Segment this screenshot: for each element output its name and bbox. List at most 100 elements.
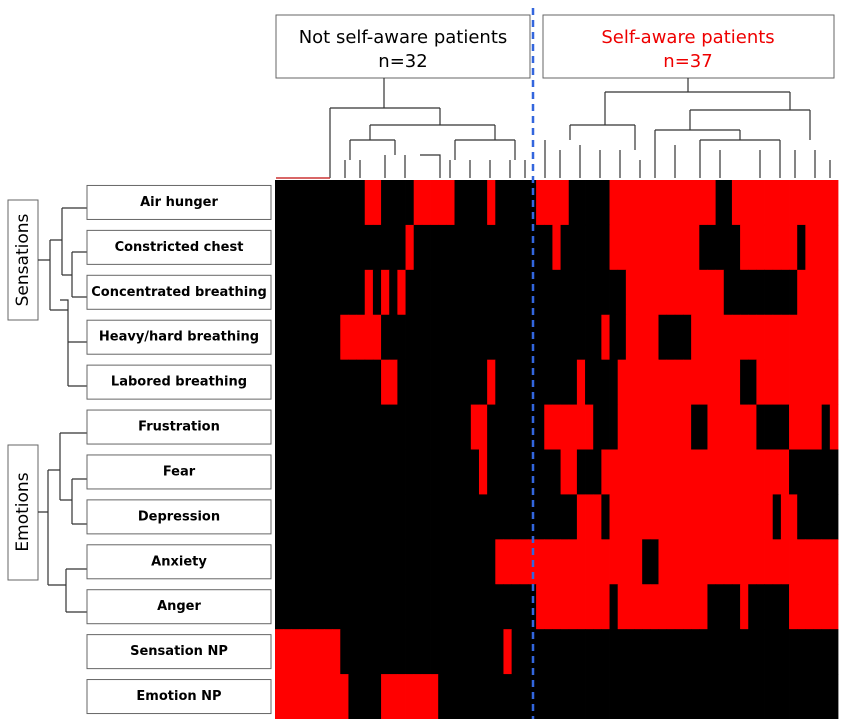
cell: [756, 404, 765, 450]
cell: [454, 494, 464, 540]
cell: [372, 269, 382, 316]
cell: [356, 449, 366, 495]
cell: [552, 539, 561, 585]
cell: [593, 494, 602, 540]
cell: [829, 494, 839, 540]
cell: [307, 674, 317, 719]
cell: [503, 539, 513, 585]
cell: [625, 404, 635, 450]
group-n: n=37: [663, 51, 712, 72]
cell: [764, 224, 774, 271]
cell: [454, 449, 464, 495]
cell: [723, 539, 733, 585]
cell: [503, 449, 513, 495]
cell: [503, 224, 513, 271]
cell: [568, 449, 578, 495]
row-label: Concentrated breathing: [91, 285, 267, 300]
cell: [642, 269, 651, 316]
cell: [487, 629, 496, 675]
cell: [470, 359, 480, 405]
cell: [315, 314, 325, 361]
row-group-label: Sensations: [13, 214, 33, 307]
cell: [666, 404, 676, 450]
cell: [748, 180, 757, 226]
cell: [340, 494, 349, 540]
cell: [821, 629, 831, 675]
cell: [348, 584, 357, 630]
cell: [658, 269, 668, 316]
cell: [805, 449, 814, 495]
cell: [585, 180, 594, 226]
cell: [470, 584, 480, 630]
cell: [413, 404, 423, 450]
cell: [789, 539, 798, 585]
cell: [356, 180, 366, 226]
cell: [813, 269, 823, 316]
cell: [568, 314, 578, 361]
cell: [560, 269, 570, 316]
cell: [454, 269, 464, 316]
cell: [593, 584, 602, 630]
cell: [748, 494, 757, 540]
cell: [283, 224, 292, 271]
cell: [283, 180, 292, 226]
cell: [323, 494, 333, 540]
cell: [609, 629, 619, 675]
cell: [332, 584, 341, 630]
cell: [503, 314, 513, 361]
cell: [829, 269, 839, 316]
cell: [658, 629, 668, 675]
cell: [789, 180, 798, 226]
cell: [503, 584, 513, 630]
cell: [699, 539, 708, 585]
cell: [609, 359, 619, 405]
cell: [446, 269, 455, 316]
cell: [405, 314, 415, 361]
cell: [291, 494, 300, 540]
row-label: Fear: [163, 464, 196, 479]
cell: [348, 180, 357, 226]
cell: [715, 629, 725, 675]
cell: [674, 269, 684, 316]
cell: [519, 539, 529, 585]
cell: [470, 314, 480, 361]
cell: [364, 539, 374, 585]
row-label: Frustration: [138, 420, 220, 435]
cell: [462, 629, 472, 675]
cell: [772, 494, 782, 540]
cell: [552, 180, 561, 226]
cell: [413, 449, 423, 495]
cell: [797, 584, 806, 630]
cell: [372, 494, 382, 540]
cell: [658, 314, 668, 361]
cell: [625, 539, 635, 585]
cell: [519, 359, 529, 405]
cell: [552, 449, 561, 495]
cell: [756, 224, 765, 271]
cell: [478, 539, 488, 585]
cell: [503, 404, 513, 450]
cell: [487, 494, 496, 540]
cell: [478, 449, 488, 495]
cell: [421, 449, 431, 495]
cell: [307, 494, 317, 540]
cell: [772, 180, 782, 226]
cell: [307, 224, 317, 271]
cell: [307, 180, 317, 226]
cell: [625, 494, 635, 540]
cell: [797, 674, 806, 719]
cell: [731, 539, 741, 585]
cell: [389, 404, 398, 450]
cell: [740, 449, 749, 495]
cell: [789, 224, 798, 271]
cell: [503, 674, 513, 719]
row-label-box: [86, 499, 272, 535]
cell: [454, 180, 464, 226]
cell: [544, 180, 553, 226]
cell: [405, 269, 415, 316]
cell: [291, 674, 300, 719]
cell: [568, 629, 578, 675]
cell: [299, 584, 309, 630]
cell: [332, 674, 341, 719]
cell: [601, 180, 610, 226]
